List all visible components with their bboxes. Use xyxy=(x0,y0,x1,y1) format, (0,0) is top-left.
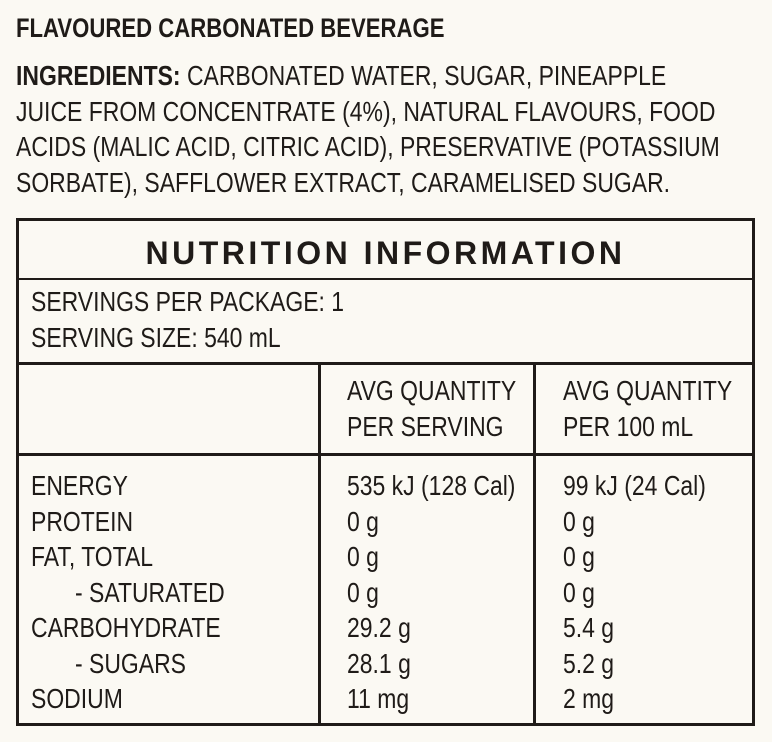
serving-info-divider xyxy=(19,362,752,365)
per-serving-value: 29.2 g xyxy=(347,612,411,643)
nutrient-name: - SUGARS xyxy=(75,647,186,679)
column-divider-2 xyxy=(533,364,536,726)
serving-size: SERVING SIZE: 540 mL xyxy=(31,322,281,353)
ingredients-text: CARBONATED WATER, SUGAR, PINEAPPLE JUICE… xyxy=(16,60,720,198)
nutrient-name: ENERGY xyxy=(31,470,128,501)
column-divider-1 xyxy=(318,364,321,726)
nutrient-name: - SATURATED xyxy=(75,576,225,608)
column-header-per-serving: AVG QUANTITY PER SERVING xyxy=(347,373,516,445)
table-row: ENERGY 535 kJ (128 Cal) 99 kJ (24 Cal) xyxy=(19,468,752,504)
column-header-per-100ml: AVG QUANTITY PER 100 mL xyxy=(563,373,732,445)
product-name: FLAVOURED CARBONATED BEVERAGE xyxy=(16,13,445,43)
table-row: - SATURATED 0 g 0 g xyxy=(19,575,752,611)
nutrient-table: ENERGY 535 kJ (128 Cal) 99 kJ (24 Cal) P… xyxy=(19,468,752,717)
nutrient-name: CARBOHYDRATE xyxy=(31,612,221,643)
table-row: FAT, TOTAL 0 g 0 g xyxy=(19,539,752,575)
per-100ml-value: 0 g xyxy=(563,505,595,537)
ingredients-paragraph: INGREDIENTS: CARBONATED WATER, SUGAR, PI… xyxy=(16,58,738,200)
servings-per-package: SERVINGS PER PACKAGE: 1 xyxy=(31,286,345,317)
header-divider xyxy=(19,453,752,456)
column-header-line: PER 100 mL xyxy=(563,411,694,442)
per-100ml-value: 5.4 g xyxy=(563,612,615,643)
per-serving-value: 535 kJ (128 Cal) xyxy=(347,470,516,501)
column-header-line: AVG QUANTITY xyxy=(563,375,733,406)
ingredients-label: INGREDIENTS: xyxy=(16,60,181,91)
per-100ml-value: 99 kJ (24 Cal) xyxy=(563,470,706,501)
per-serving-value: 0 g xyxy=(347,541,379,572)
nutrient-name: SODIUM xyxy=(31,683,123,714)
table-row: SODIUM 11 mg 2 mg xyxy=(19,681,752,717)
nutrient-name: FAT, TOTAL xyxy=(31,541,154,572)
nutrient-name: PROTEIN xyxy=(31,505,134,537)
table-row: PROTEIN 0 g 0 g xyxy=(19,504,752,540)
nutrition-title: NUTRITION INFORMATION xyxy=(145,235,626,271)
nutrition-panel: NUTRITION INFORMATION SERVINGS PER PACKA… xyxy=(16,218,755,726)
per-100ml-value: 0 g xyxy=(563,576,595,608)
per-serving-value: 0 g xyxy=(347,505,379,537)
per-100ml-value: 2 mg xyxy=(563,683,615,714)
per-100ml-value: 0 g xyxy=(563,541,595,572)
per-100ml-value: 5.2 g xyxy=(563,647,615,679)
per-serving-value: 0 g xyxy=(347,576,379,608)
column-header-line: AVG QUANTITY xyxy=(347,375,517,406)
per-serving-value: 28.1 g xyxy=(347,647,411,679)
table-row: - SUGARS 28.1 g 5.2 g xyxy=(19,646,752,682)
serving-info: SERVINGS PER PACKAGE: 1 SERVING SIZE: 54… xyxy=(31,284,736,356)
column-header-line: PER SERVING xyxy=(347,411,504,442)
table-row: CARBOHYDRATE 29.2 g 5.4 g xyxy=(19,610,752,646)
title-divider xyxy=(19,278,752,280)
per-serving-value: 11 mg xyxy=(347,683,410,714)
